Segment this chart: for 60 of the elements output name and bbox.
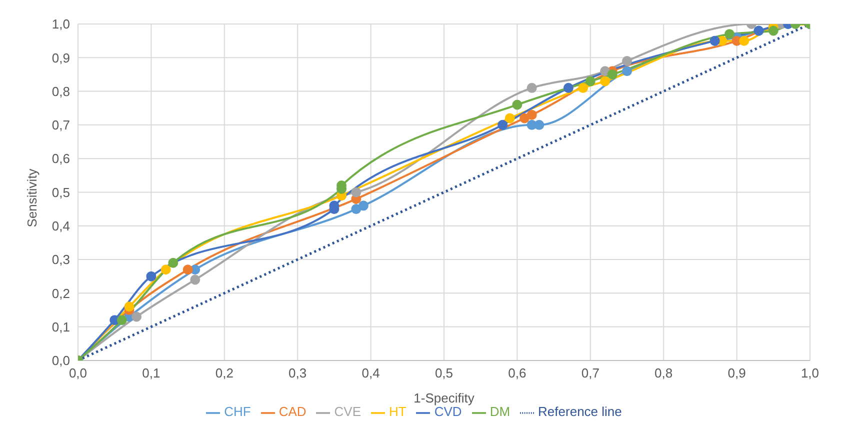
legend-label: CHF	[224, 404, 251, 420]
y-tick-label: 0,3	[52, 252, 70, 268]
point	[607, 69, 618, 80]
legend-label: DM	[490, 404, 510, 420]
x-tick-label: 0,1	[142, 366, 160, 381]
point	[520, 113, 530, 124]
y-tick-label: 0,9	[52, 50, 70, 66]
y-tick-label: 1,0	[52, 16, 70, 32]
legend-label: CVE	[334, 404, 362, 420]
y-tick-label: 0,2	[52, 286, 70, 301]
x-tick-label: 0,4	[362, 366, 380, 381]
point	[768, 26, 778, 36]
point	[526, 110, 537, 120]
point	[182, 264, 193, 275]
point	[146, 271, 156, 282]
x-tick-label: 0,6	[508, 366, 526, 381]
point	[739, 36, 750, 46]
point	[578, 82, 588, 93]
legend-label: HT	[389, 404, 406, 420]
point	[526, 82, 537, 93]
point	[600, 76, 610, 86]
y-tick-label: 0,5	[52, 184, 70, 200]
point	[622, 56, 632, 66]
y-axis-title: Sensitivity	[24, 168, 40, 228]
x-tick-label: 0,8	[654, 366, 673, 381]
point	[124, 302, 134, 312]
x-tick-label: 0,2	[215, 366, 234, 381]
legend-label: CAD	[278, 404, 306, 420]
x-tick-label: 0,9	[728, 366, 746, 381]
x-axis-title: 1-Specifity	[414, 390, 475, 406]
point	[132, 312, 142, 322]
point	[168, 258, 178, 268]
y-tick-label: 0,6	[52, 151, 70, 166]
point	[498, 120, 508, 130]
x-tick-label: 1,0	[800, 366, 820, 381]
point	[724, 29, 734, 40]
point	[190, 274, 200, 285]
point	[358, 200, 368, 211]
legend-label: CVD	[434, 404, 462, 420]
y-tick-label: 0,1	[52, 319, 70, 334]
x-tick-label: 0,5	[434, 366, 454, 381]
y-tick-label: 0,0	[52, 353, 70, 368]
point	[160, 264, 171, 275]
legend-label: Reference line	[538, 404, 622, 420]
x-tick-label: 0,7	[581, 366, 600, 381]
y-tick-label: 0,7	[52, 118, 70, 133]
point	[622, 66, 632, 76]
point	[512, 100, 522, 110]
x-tick-label: 0,0	[68, 366, 88, 381]
point	[534, 120, 544, 130]
point	[600, 66, 610, 76]
point	[504, 113, 515, 124]
point	[351, 187, 362, 198]
x-tick-label: 0,3	[288, 366, 307, 381]
point	[116, 315, 127, 326]
y-tick-label: 0,8	[52, 84, 70, 99]
y-tick-label: 0,4	[52, 218, 70, 234]
point	[585, 76, 596, 86]
point	[563, 82, 574, 93]
point	[351, 204, 362, 214]
